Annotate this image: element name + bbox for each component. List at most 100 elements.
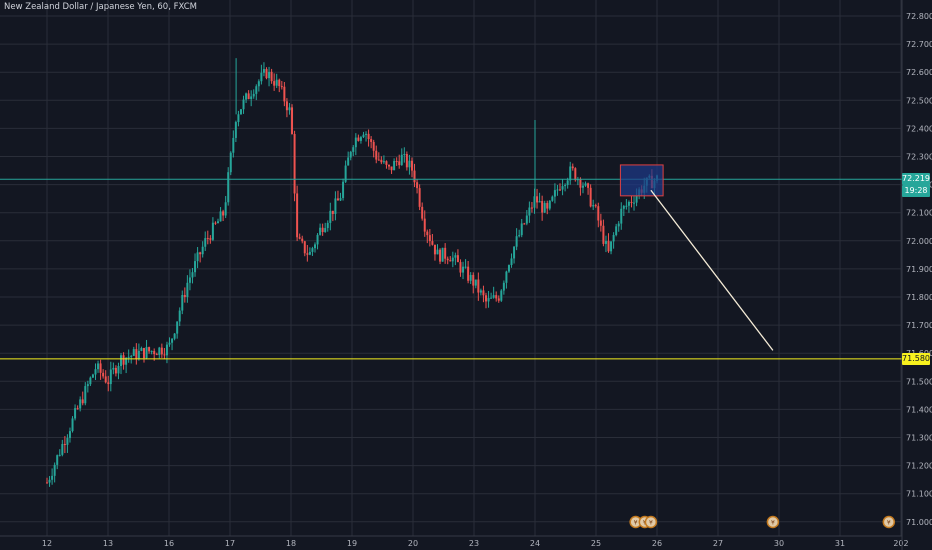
candle-body[interactable] bbox=[362, 134, 365, 138]
candle-body[interactable] bbox=[89, 377, 92, 385]
candle-body[interactable] bbox=[500, 290, 503, 301]
candle-body[interactable] bbox=[459, 262, 462, 273]
candle-body[interactable] bbox=[273, 81, 276, 86]
candle-body[interactable] bbox=[319, 227, 322, 235]
candle-body[interactable] bbox=[76, 408, 79, 410]
candle-body[interactable] bbox=[408, 160, 411, 168]
candle-body[interactable] bbox=[331, 210, 334, 214]
candle-body[interactable] bbox=[224, 202, 227, 216]
candle-body[interactable] bbox=[553, 190, 556, 197]
candle-body[interactable] bbox=[398, 161, 401, 166]
candle-body[interactable] bbox=[487, 298, 490, 302]
candle-body[interactable] bbox=[587, 183, 590, 188]
candle-body[interactable] bbox=[439, 249, 442, 262]
candle-body[interactable] bbox=[541, 201, 544, 213]
candle-body[interactable] bbox=[548, 200, 551, 209]
candle-body[interactable] bbox=[329, 210, 332, 223]
candle-body[interactable] bbox=[474, 279, 477, 286]
candle-body[interactable] bbox=[171, 338, 174, 343]
candle-body[interactable] bbox=[114, 367, 117, 374]
candle-body[interactable] bbox=[293, 133, 296, 194]
candle-body[interactable] bbox=[594, 205, 597, 207]
trend-projection-line[interactable] bbox=[650, 189, 774, 351]
candle-body[interactable] bbox=[298, 237, 301, 239]
candle-body[interactable] bbox=[181, 295, 184, 311]
candle-body[interactable] bbox=[615, 226, 618, 236]
event-marker-icon[interactable]: ¥ bbox=[766, 515, 780, 529]
candle-body[interactable] bbox=[278, 79, 281, 87]
candle-body[interactable] bbox=[418, 188, 421, 207]
candle-body[interactable] bbox=[316, 234, 319, 245]
candle-body[interactable] bbox=[472, 274, 475, 286]
candle-body[interactable] bbox=[173, 333, 176, 339]
candle-body[interactable] bbox=[51, 475, 54, 480]
candle-body[interactable] bbox=[285, 101, 288, 111]
candle-body[interactable] bbox=[313, 244, 316, 249]
candle-body[interactable] bbox=[283, 86, 286, 102]
candle-body[interactable] bbox=[117, 366, 120, 374]
candle-body[interactable] bbox=[520, 223, 523, 236]
candle-body[interactable] bbox=[446, 258, 449, 261]
drawings[interactable] bbox=[0, 164, 902, 360]
candle-body[interactable] bbox=[462, 266, 465, 273]
candle-body[interactable] bbox=[561, 186, 564, 190]
candle-body[interactable] bbox=[433, 244, 436, 255]
candle-body[interactable] bbox=[288, 107, 291, 111]
candle-body[interactable] bbox=[513, 246, 516, 259]
candle-body[interactable] bbox=[426, 231, 429, 236]
candle-body[interactable] bbox=[94, 369, 97, 375]
candle-body[interactable] bbox=[556, 189, 559, 191]
candle-body[interactable] bbox=[342, 181, 345, 199]
candle-body[interactable] bbox=[229, 152, 232, 173]
candle-body[interactable] bbox=[125, 357, 128, 365]
candle-body[interactable] bbox=[296, 193, 299, 238]
candle-body[interactable] bbox=[403, 154, 406, 156]
candle-body[interactable] bbox=[484, 295, 487, 302]
candle-body[interactable] bbox=[61, 443, 64, 455]
candle-body[interactable] bbox=[250, 96, 253, 99]
candle-body[interactable] bbox=[579, 179, 582, 188]
candle-body[interactable] bbox=[566, 180, 569, 186]
candle-body[interactable] bbox=[536, 196, 539, 203]
candle-body[interactable] bbox=[543, 203, 546, 213]
candle-body[interactable] bbox=[326, 222, 329, 229]
candle-body[interactable] bbox=[581, 185, 584, 188]
candle-body[interactable] bbox=[436, 249, 439, 255]
candle-body[interactable] bbox=[301, 238, 304, 242]
candle-body[interactable] bbox=[183, 295, 186, 298]
candle-body[interactable] bbox=[495, 295, 498, 299]
candle-body[interactable] bbox=[525, 215, 528, 224]
candle-body[interactable] bbox=[268, 71, 271, 79]
candle-body[interactable] bbox=[262, 68, 265, 73]
candle-body[interactable] bbox=[551, 196, 554, 201]
candle-body[interactable] bbox=[53, 464, 56, 476]
candle-body[interactable] bbox=[275, 79, 278, 86]
candle-body[interactable] bbox=[74, 408, 77, 419]
candle-body[interactable] bbox=[245, 93, 248, 100]
candle-body[interactable] bbox=[444, 247, 447, 259]
candle-body[interactable] bbox=[492, 295, 495, 298]
candle-body[interactable] bbox=[584, 183, 587, 186]
candle-body[interactable] bbox=[255, 86, 258, 94]
candle-body[interactable] bbox=[502, 282, 505, 291]
candle-body[interactable] bbox=[569, 166, 572, 181]
candle-body[interactable] bbox=[467, 266, 470, 281]
candle-body[interactable] bbox=[464, 266, 467, 268]
candle-body[interactable] bbox=[469, 274, 472, 281]
candle-body[interactable] bbox=[242, 99, 245, 110]
candle-body[interactable] bbox=[400, 154, 403, 166]
candle-body[interactable] bbox=[109, 369, 112, 385]
candle-body[interactable] bbox=[265, 68, 268, 79]
candle-body[interactable] bbox=[431, 241, 434, 245]
candle-body[interactable] bbox=[165, 344, 168, 356]
candle-body[interactable] bbox=[602, 225, 605, 244]
candle-body[interactable] bbox=[84, 386, 87, 404]
candle-body[interactable] bbox=[280, 86, 283, 88]
candle-body[interactable] bbox=[604, 241, 607, 244]
candle-body[interactable] bbox=[306, 253, 309, 255]
candle-body[interactable] bbox=[68, 431, 71, 438]
candle-body[interactable] bbox=[382, 161, 385, 163]
candle-body[interactable] bbox=[104, 376, 107, 383]
